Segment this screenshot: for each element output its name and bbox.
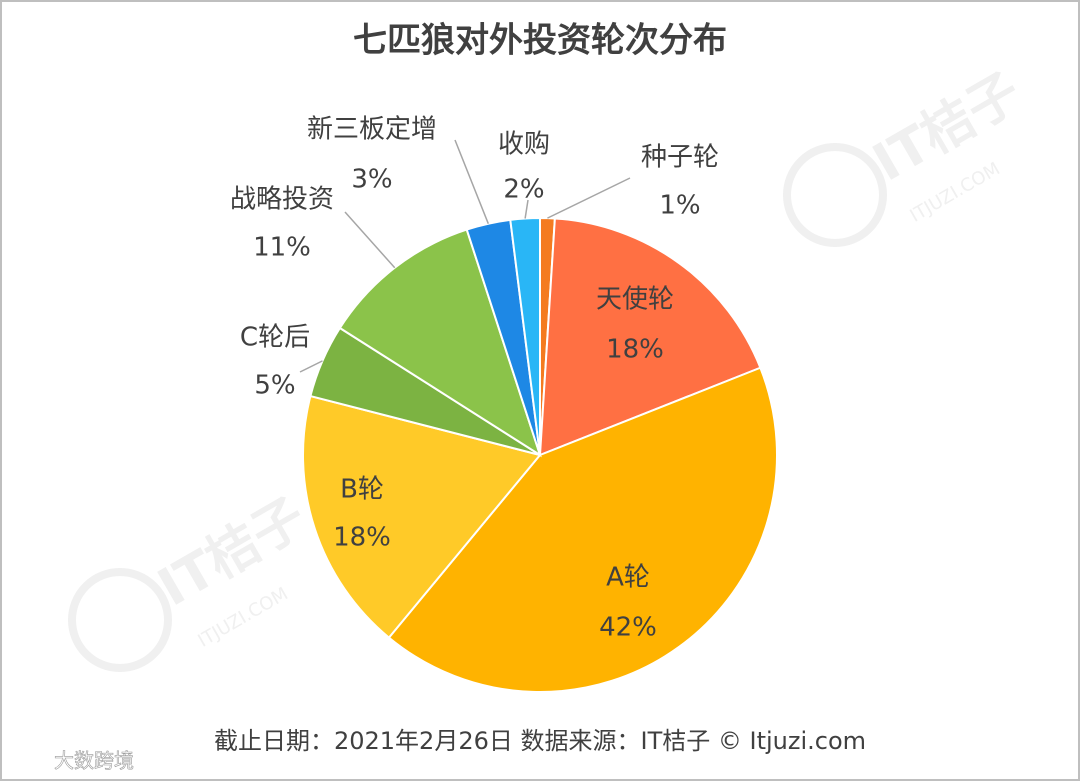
value-label: 3% — [351, 165, 392, 195]
slice-label: C轮后 — [240, 323, 310, 353]
slice-label: 种子轮 — [641, 143, 719, 173]
slice-label: 收购 — [498, 130, 550, 160]
chart-title: 七匹狼对外投资轮次分布 — [353, 21, 727, 61]
logo: 大数跨境 — [54, 749, 134, 773]
pie-slice — [338, 228, 542, 458]
slice-label: 天使轮 — [596, 285, 674, 315]
watermark-icon — [68, 568, 172, 672]
pie-slice — [302, 394, 542, 640]
slice-label: 新三板定增 — [307, 115, 437, 145]
value-label: 2% — [503, 175, 544, 205]
slice-label: 战略投资 — [230, 185, 334, 215]
pie-slice — [509, 216, 541, 456]
leader-line — [344, 211, 396, 269]
leader-line — [547, 177, 631, 219]
value-label: 11% — [253, 233, 311, 263]
slice-label: A轮 — [606, 563, 650, 593]
leader-line — [299, 360, 323, 373]
value-label: 1% — [659, 191, 700, 221]
leader-line — [454, 139, 489, 224]
slice-label: B轮 — [340, 475, 384, 505]
value-label: 42% — [599, 613, 657, 643]
value-label: 18% — [333, 523, 391, 553]
value-label: 18% — [606, 335, 664, 365]
footnote: 截止日期：2021年2月26日 数据来源：IT桔子 © Itjuzi.com — [214, 727, 866, 755]
watermark-icon — [783, 143, 887, 247]
value-label: 5% — [254, 371, 295, 401]
pie-slice — [387, 366, 778, 693]
leader-line — [524, 199, 529, 219]
pie-slice — [538, 217, 762, 457]
